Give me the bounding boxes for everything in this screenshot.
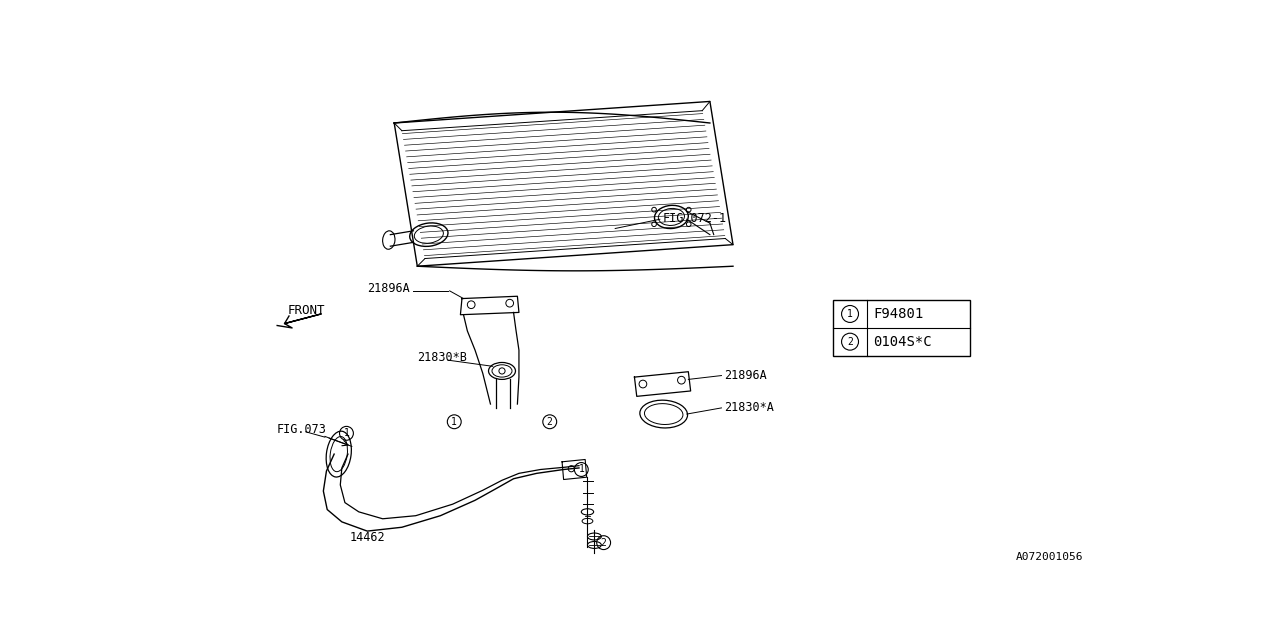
Text: 2: 2 <box>600 538 607 548</box>
Text: 1: 1 <box>343 428 349 438</box>
Text: 2: 2 <box>547 417 553 427</box>
Text: A072001056: A072001056 <box>1016 552 1083 562</box>
Text: 1: 1 <box>847 309 852 319</box>
Text: FIG.072-1: FIG.072-1 <box>662 212 726 225</box>
Circle shape <box>686 222 691 227</box>
Text: 1: 1 <box>452 417 457 427</box>
Text: 21830*A: 21830*A <box>723 401 773 415</box>
Text: FRONT: FRONT <box>288 305 325 317</box>
Text: 21896A: 21896A <box>723 369 767 382</box>
Text: FIG.073: FIG.073 <box>276 423 326 436</box>
Text: 0104S*C: 0104S*C <box>873 335 932 349</box>
Circle shape <box>652 207 657 212</box>
Circle shape <box>686 207 691 212</box>
Circle shape <box>652 222 657 227</box>
Text: 21830*B: 21830*B <box>417 351 467 364</box>
Bar <box>833 300 970 356</box>
Text: F94801: F94801 <box>873 307 923 321</box>
Text: 1: 1 <box>579 465 584 474</box>
Text: 14462: 14462 <box>349 531 385 544</box>
Text: 21896A: 21896A <box>367 282 410 295</box>
Text: 2: 2 <box>847 337 852 347</box>
